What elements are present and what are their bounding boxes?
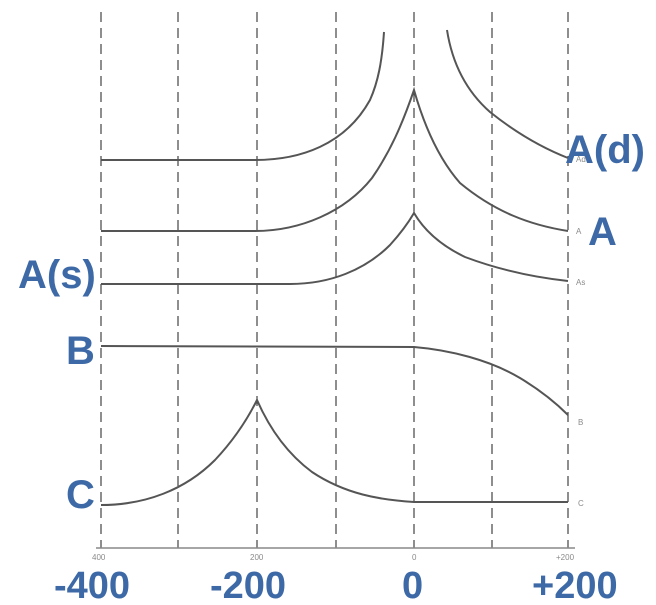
small-axis-label-plus-200: +200 (556, 553, 575, 562)
axis-tick-zero: 0 (402, 565, 423, 605)
small-axis-label-minus-400: 400 (92, 553, 106, 562)
small-curve-label-ad: Ad (576, 155, 586, 164)
small-curve-label-a: A (576, 227, 582, 236)
curve-label-ad: A(d) (565, 128, 645, 172)
small-axis-label-minus-200: 200 (250, 553, 264, 562)
curve-b (100, 345, 569, 416)
curve-ad-right (446, 29, 569, 159)
curve-labels: A(d) A A(s) B C (18, 128, 645, 517)
curve-ad-left (101, 31, 385, 161)
curve-label-b: B (66, 329, 95, 373)
axis-tick-minus-200: -200 (210, 565, 286, 605)
axis-tick-minus-400: -400 (54, 565, 130, 605)
small-labels: 400 200 0 +200 Ad A As B C (92, 155, 586, 562)
axis-tick-plus-200: +200 (532, 565, 618, 605)
small-curve-label-as: As (576, 278, 585, 287)
small-curve-label-c: C (578, 499, 584, 508)
curve-label-as: A(s) (18, 253, 96, 297)
curve-c (100, 397, 568, 506)
grid (100, 12, 569, 548)
curve-label-c: C (66, 473, 95, 517)
curve-as (101, 211, 569, 285)
small-axis-label-zero: 0 (412, 553, 417, 562)
axis-ticks: -400 -200 0 +200 (54, 565, 618, 605)
curve-label-a: A (588, 210, 617, 254)
small-curve-label-b: B (578, 418, 583, 427)
curve-a (101, 86, 569, 232)
curves (100, 29, 569, 506)
